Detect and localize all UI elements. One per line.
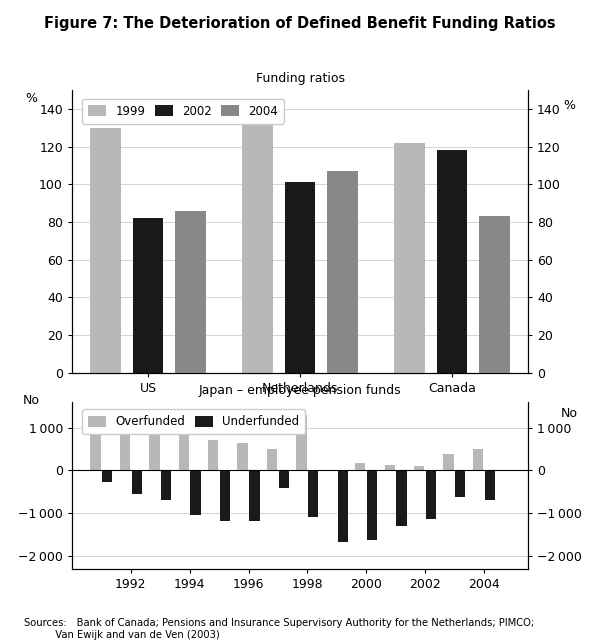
Bar xyxy=(296,415,307,471)
Bar xyxy=(133,218,163,373)
Bar xyxy=(238,442,248,471)
Bar xyxy=(308,471,319,517)
Bar xyxy=(437,150,467,373)
Bar xyxy=(338,471,348,543)
Title: Japan – employee pension funds: Japan – employee pension funds xyxy=(199,383,401,397)
Bar xyxy=(149,425,160,471)
Text: Sources: Bank of Canada; Pensions and Insurance Supervisory Authority for the Ne: Sources: Bank of Canada; Pensions and In… xyxy=(24,618,534,640)
Bar xyxy=(102,471,112,482)
Bar xyxy=(175,211,206,373)
Bar xyxy=(414,466,424,471)
Bar xyxy=(91,417,101,471)
Bar xyxy=(385,466,395,471)
Bar xyxy=(120,421,130,471)
Bar xyxy=(397,471,407,526)
Text: Figure 7: The Deterioration of Defined Benefit Funding Ratios: Figure 7: The Deterioration of Defined B… xyxy=(44,16,556,31)
Bar xyxy=(190,471,201,515)
Bar xyxy=(394,143,425,373)
Bar xyxy=(479,217,510,373)
Bar xyxy=(455,471,466,497)
Bar xyxy=(426,471,436,519)
Y-axis label: No: No xyxy=(22,394,40,407)
Legend: Overfunded, Underfunded: Overfunded, Underfunded xyxy=(82,410,305,434)
Y-axis label: %: % xyxy=(25,92,37,105)
Bar xyxy=(473,449,483,471)
Legend: 1999, 2002, 2004: 1999, 2002, 2004 xyxy=(82,99,284,123)
Bar xyxy=(285,183,315,373)
Bar xyxy=(131,471,142,494)
Bar xyxy=(220,471,230,521)
Bar xyxy=(367,471,377,540)
Bar xyxy=(90,128,121,373)
Bar xyxy=(208,440,218,471)
Bar xyxy=(161,471,171,500)
Title: Funding ratios: Funding ratios xyxy=(256,71,344,85)
Bar xyxy=(249,471,260,521)
Bar xyxy=(485,471,495,500)
Bar xyxy=(328,171,358,373)
Bar xyxy=(267,449,277,471)
Y-axis label: %: % xyxy=(563,98,575,111)
Bar xyxy=(242,113,272,373)
Bar xyxy=(355,463,365,471)
Bar xyxy=(278,471,289,489)
Y-axis label: No: No xyxy=(560,407,578,420)
Bar xyxy=(179,433,189,471)
Bar xyxy=(443,454,454,471)
